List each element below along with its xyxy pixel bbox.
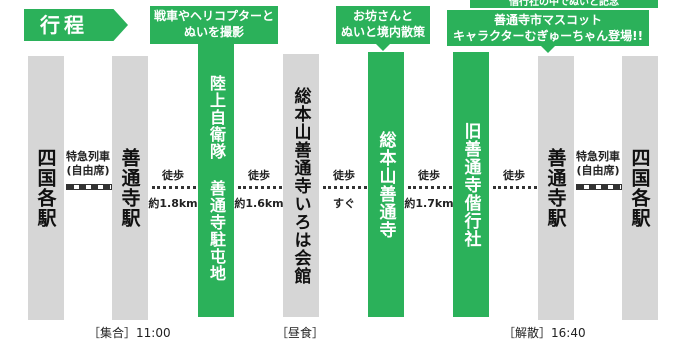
callout-line: 善通寺市マスコット <box>493 13 602 27</box>
walk-path <box>493 186 537 189</box>
station-shikoku-start: 四国各駅 <box>28 56 64 320</box>
stop-kaikosha: 旧善通寺偕行社 <box>453 52 489 317</box>
callout-tank-photo: 戦車やヘリコプターと ぬいを撮影 <box>150 6 278 51</box>
walk-distance: 約1.8km <box>148 197 198 210</box>
walk-path <box>408 186 452 189</box>
callout-monk-walk: お坊さんと ぬいと境内散策 <box>336 6 430 51</box>
walk-path <box>323 186 367 189</box>
rail-label-line: 特急列車 <box>66 150 110 163</box>
rail-label-line: (自由席) <box>576 164 620 177</box>
callout-line: ぬいを撮影 <box>183 25 244 39</box>
station-shikoku-end: 四国各駅 <box>622 56 658 320</box>
rail-label-line: (自由席) <box>66 164 110 177</box>
assembly-time: ［集合］11:00 <box>88 326 171 340</box>
callout-line: ぬいと境内散策 <box>340 25 425 39</box>
walk-distance: 約1.7km <box>404 197 454 210</box>
callout-kaikosha-top: 偕行社の中でぬいと記念 <box>470 0 658 8</box>
title-tab <box>24 9 128 41</box>
walk-distance: すぐ <box>333 197 355 210</box>
stop-iroha-kaikan: 総本山善通寺いろは会館 <box>283 54 319 317</box>
rail-label-right: 特急列車 (自由席) <box>572 150 624 178</box>
station-zentsuji-arrive: 善通寺駅 <box>112 56 148 320</box>
walk-label: 徒歩 <box>333 169 355 182</box>
walk-path <box>238 186 282 189</box>
lunch-label: ［昼食］ <box>276 326 325 340</box>
rail-line-right <box>576 184 622 190</box>
callout-mascot: 善通寺市マスコット キャラクターむぎゅーちゃん登場!! <box>447 10 649 53</box>
rail-label-left: 特急列車 (自由席) <box>62 150 114 178</box>
callout-line: 偕行社の中でぬいと記念 <box>509 0 619 8</box>
dismissal-time: ［解散］16:40 <box>503 326 586 340</box>
walk-label: 徒歩 <box>503 169 525 182</box>
callout-line: キャラクターむぎゅーちゃん登場!! <box>452 29 644 43</box>
callout-line: 戦車やヘリコプターと <box>153 9 274 23</box>
walk-label: 徒歩 <box>162 169 184 182</box>
walk-path <box>152 186 196 189</box>
walk-distance: 約1.6km <box>234 197 284 210</box>
rail-line-left <box>66 184 112 190</box>
walk-label: 徒歩 <box>248 169 270 182</box>
station-zentsuji-depart: 善通寺駅 <box>538 56 574 320</box>
stop-zentsuji-temple: 総本山善通寺 <box>368 52 404 317</box>
page-title: 行程 <box>40 13 88 37</box>
callout-line: お坊さんと <box>352 9 413 23</box>
rail-label-line: 特急列車 <box>576 150 620 163</box>
walk-label: 徒歩 <box>418 169 440 182</box>
stop-jsdf-camp: 陸上自衛隊 善通寺駐屯地 <box>198 40 234 317</box>
